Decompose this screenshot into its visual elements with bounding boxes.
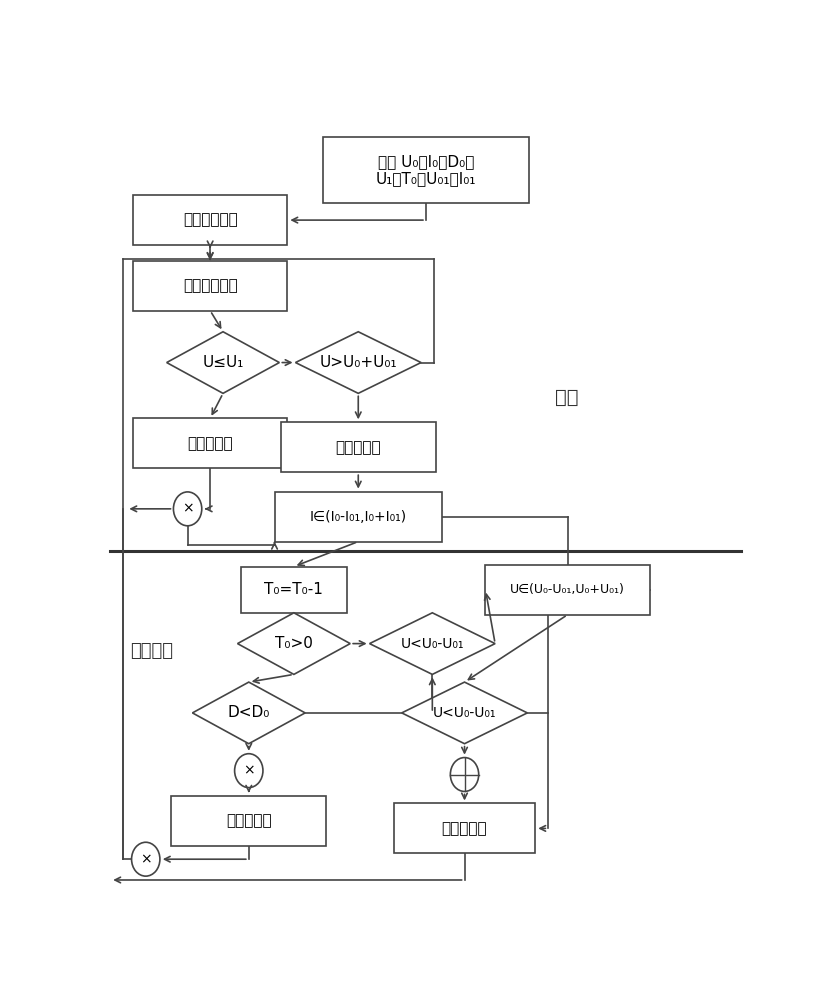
Circle shape — [234, 754, 263, 788]
Circle shape — [131, 842, 160, 876]
Text: 电极杆快升: 电极杆快升 — [187, 436, 233, 451]
Bar — [322, 137, 529, 203]
Text: T₀=T₀-1: T₀=T₀-1 — [264, 582, 323, 597]
Polygon shape — [370, 613, 495, 674]
Bar — [281, 422, 435, 472]
Text: ×: × — [140, 852, 151, 866]
Text: 设定 U₀、I₀、D₀、
U₁、T₀、U₀₁、I₀₁: 设定 U₀、I₀、D₀、 U₁、T₀、U₀₁、I₀₁ — [376, 154, 476, 186]
Polygon shape — [167, 332, 279, 393]
Bar — [133, 261, 288, 311]
Text: T₀>0: T₀>0 — [275, 636, 312, 651]
Polygon shape — [193, 682, 305, 744]
Text: 电极杆暂停: 电极杆暂停 — [442, 821, 487, 836]
Bar — [241, 567, 347, 613]
Text: 检测实际弧压: 检测实际弧压 — [183, 278, 238, 293]
Polygon shape — [401, 682, 528, 744]
Text: 安全弧距: 安全弧距 — [130, 642, 173, 660]
Text: U∈(U₀-U₀₁,U₀+U₀₁): U∈(U₀-U₀₁,U₀+U₀₁) — [510, 583, 625, 596]
Polygon shape — [238, 613, 350, 674]
Text: D<D₀: D<D₀ — [228, 705, 270, 720]
Text: 起弧: 起弧 — [554, 388, 578, 407]
Polygon shape — [296, 332, 421, 393]
Text: 启动燔化电源: 启动燔化电源 — [183, 213, 238, 228]
Bar — [133, 418, 288, 468]
Text: ×: × — [243, 764, 254, 778]
Text: I∈(I₀-I₀₁,I₀+I₀₁): I∈(I₀-I₀₁,I₀+I₀₁) — [310, 510, 407, 524]
Text: 电极杆下降: 电极杆下降 — [336, 440, 381, 455]
Bar — [274, 492, 442, 542]
Text: U≤U₁: U≤U₁ — [202, 355, 243, 370]
Text: 电极杆慢升: 电极杆慢升 — [226, 813, 272, 828]
Bar — [171, 796, 326, 846]
Text: U>U₀+U₀₁: U>U₀+U₀₁ — [319, 355, 397, 370]
Text: U<U₀-U₀₁: U<U₀-U₀₁ — [433, 706, 496, 720]
Bar — [485, 565, 650, 615]
Text: U<U₀-U₀₁: U<U₀-U₀₁ — [401, 637, 464, 651]
Circle shape — [174, 492, 202, 526]
Text: ×: × — [182, 502, 194, 516]
Circle shape — [450, 758, 479, 791]
Bar — [394, 803, 535, 853]
Bar — [133, 195, 288, 245]
